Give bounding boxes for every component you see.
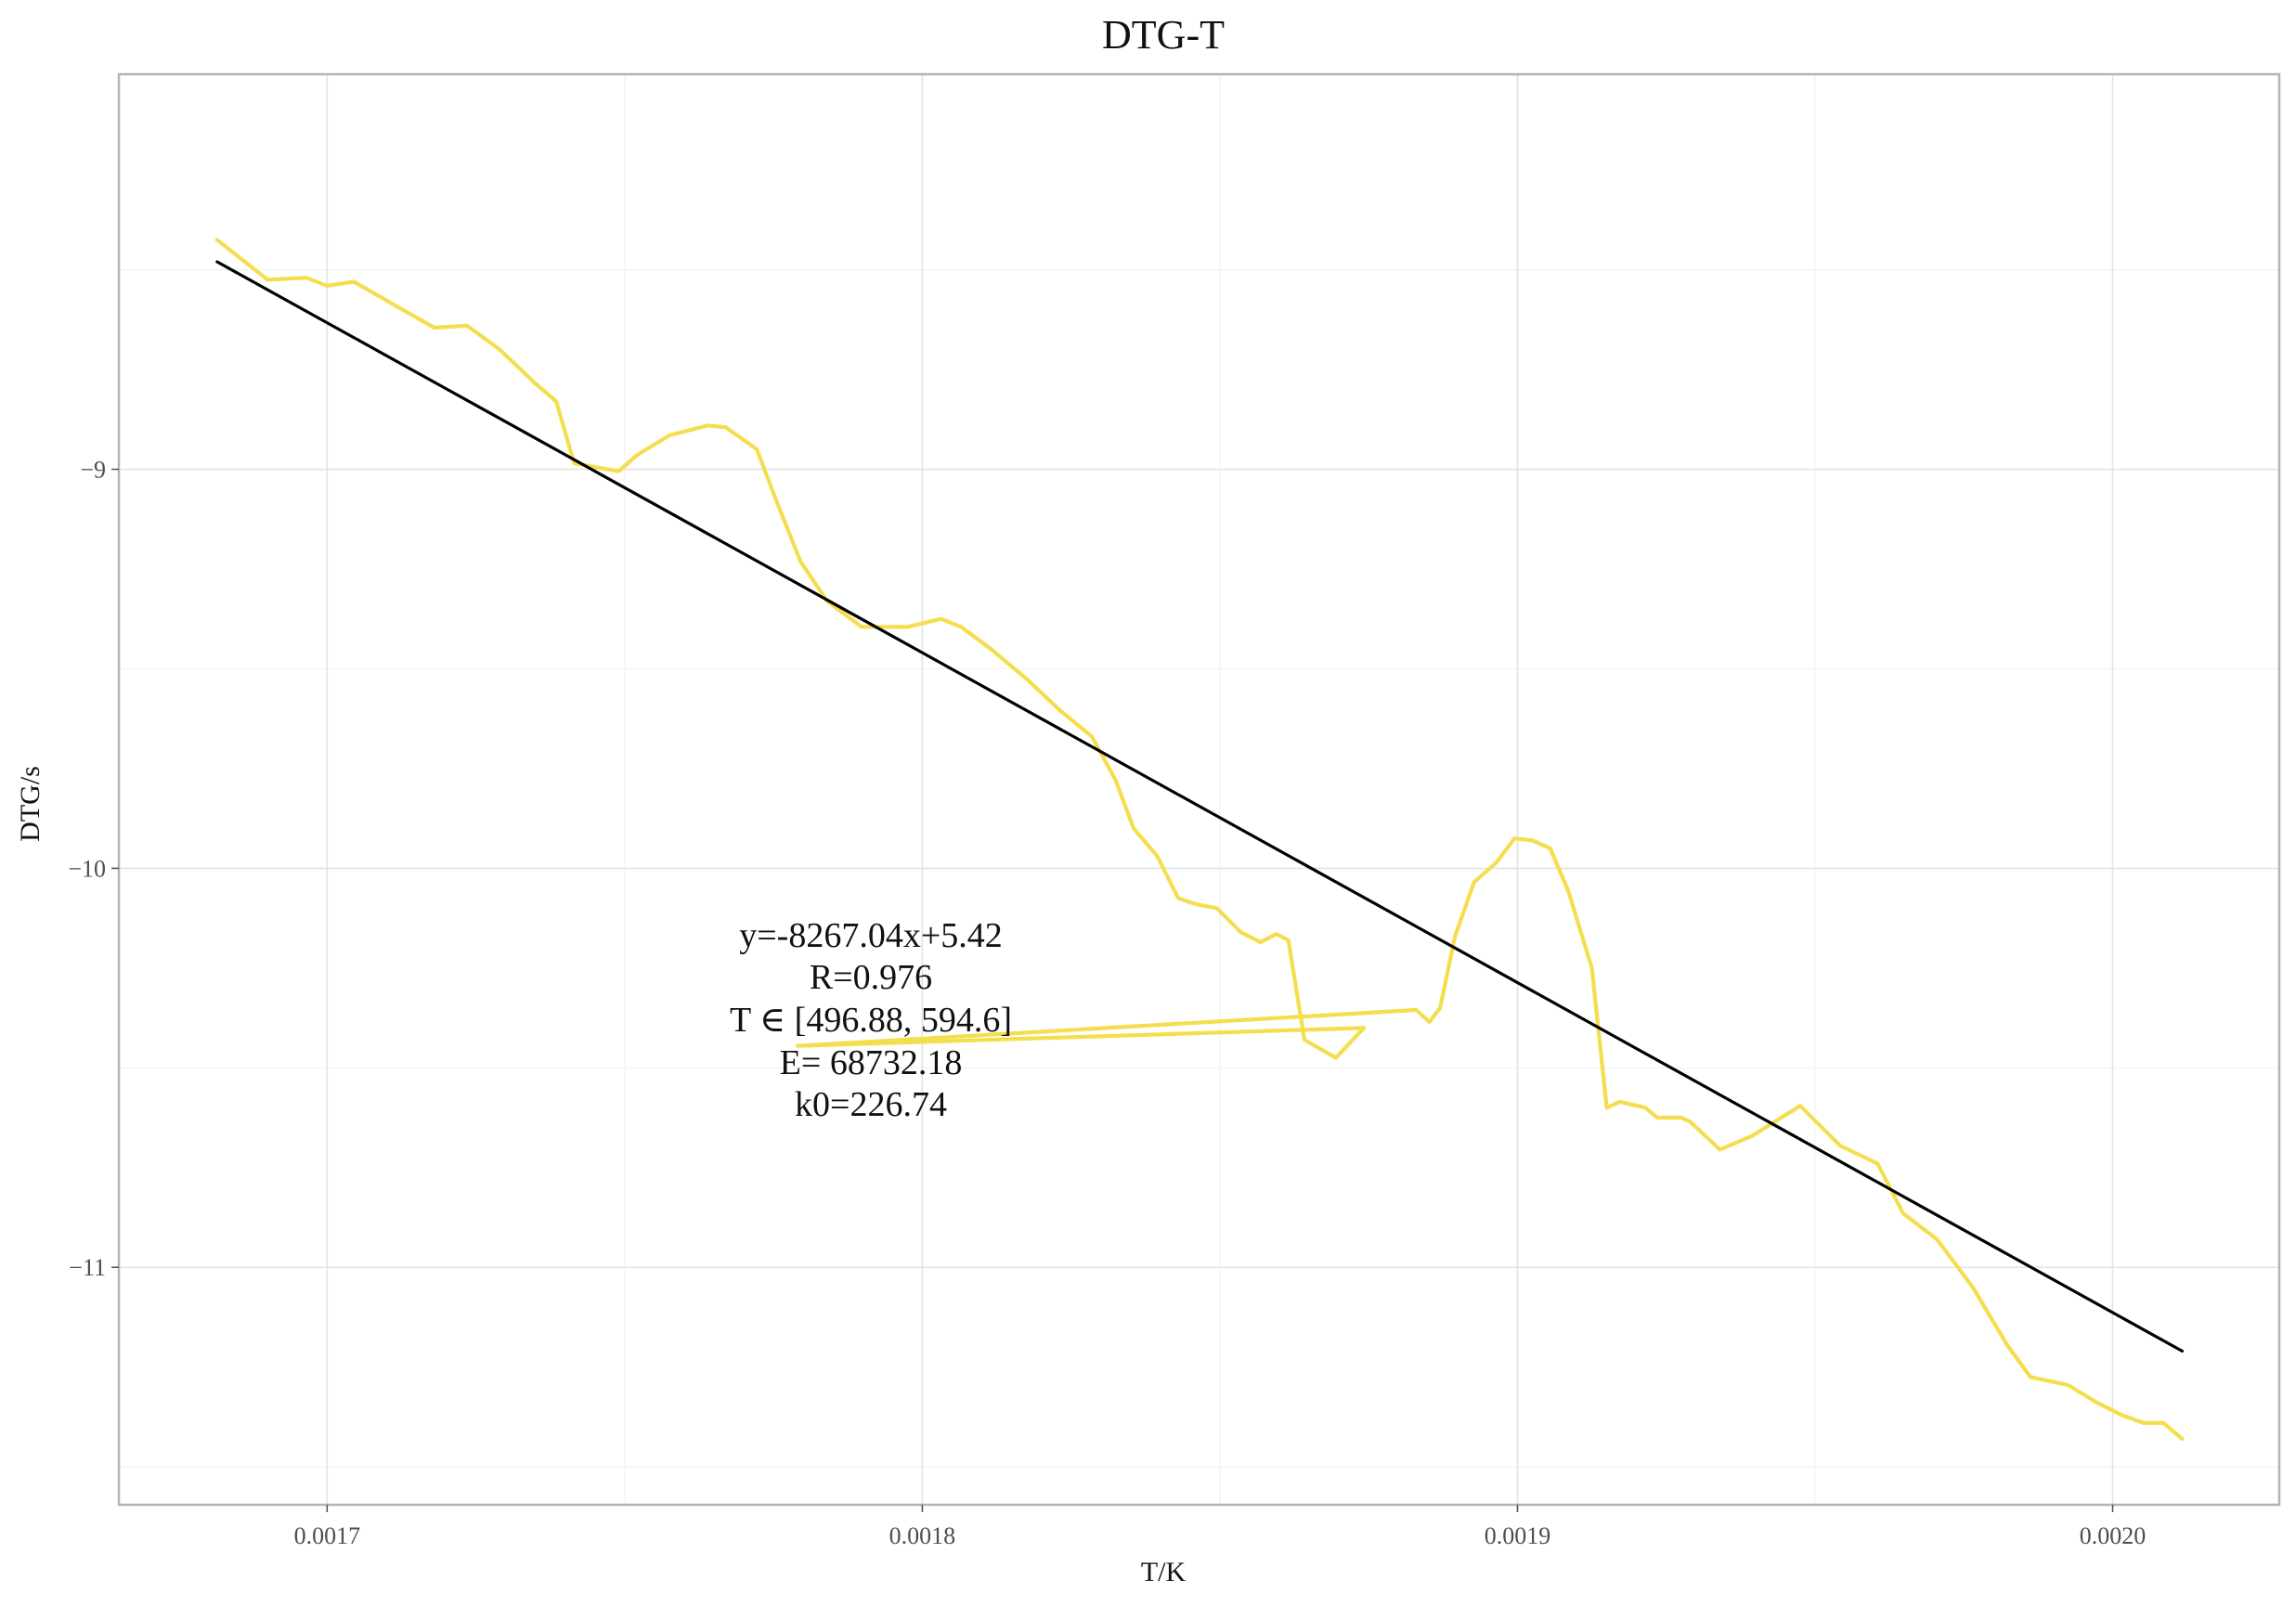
chart-title: DTG-T: [1102, 12, 1225, 58]
x-tick-label: 0.0020: [2080, 1522, 2147, 1549]
y-axis-label: DTG/s: [15, 766, 45, 842]
y-tick-label: −11: [69, 1254, 106, 1281]
minor-gridlines: [119, 74, 2279, 1505]
annotation-e: E= 68732.18: [780, 1043, 963, 1082]
regression-annotation: y=-8267.04x+5.42 R=0.976 T ∈ [496.88, 59…: [730, 916, 1012, 1124]
y-axis-ticks: −9 −10 −11: [68, 457, 119, 1281]
x-tick-label: 0.0019: [1485, 1522, 1551, 1549]
major-gridlines: [119, 74, 2279, 1505]
y-tick-label: −10: [68, 855, 106, 882]
x-axis-label: T/K: [1141, 1557, 1187, 1587]
plot-panel-border: [117, 72, 2281, 1507]
y-tick-label: −9: [80, 457, 106, 484]
fit-line: [215, 260, 2185, 1353]
series-layer: [214, 238, 2185, 1442]
annotation-equation: y=-8267.04x+5.42: [739, 916, 1003, 955]
dtg-curve: [214, 238, 2185, 1442]
x-tick-label: 0.0017: [294, 1522, 361, 1549]
annotation-t-range: T ∈ [496.88, 594.6]: [730, 1001, 1012, 1040]
annotation-k0: k0=226.74: [795, 1085, 947, 1124]
x-tick-label: 0.0018: [889, 1522, 956, 1549]
annotation-r: R=0.976: [810, 958, 932, 997]
x-axis-ticks: 0.0017 0.0018 0.0019 0.0020: [294, 1505, 2147, 1549]
